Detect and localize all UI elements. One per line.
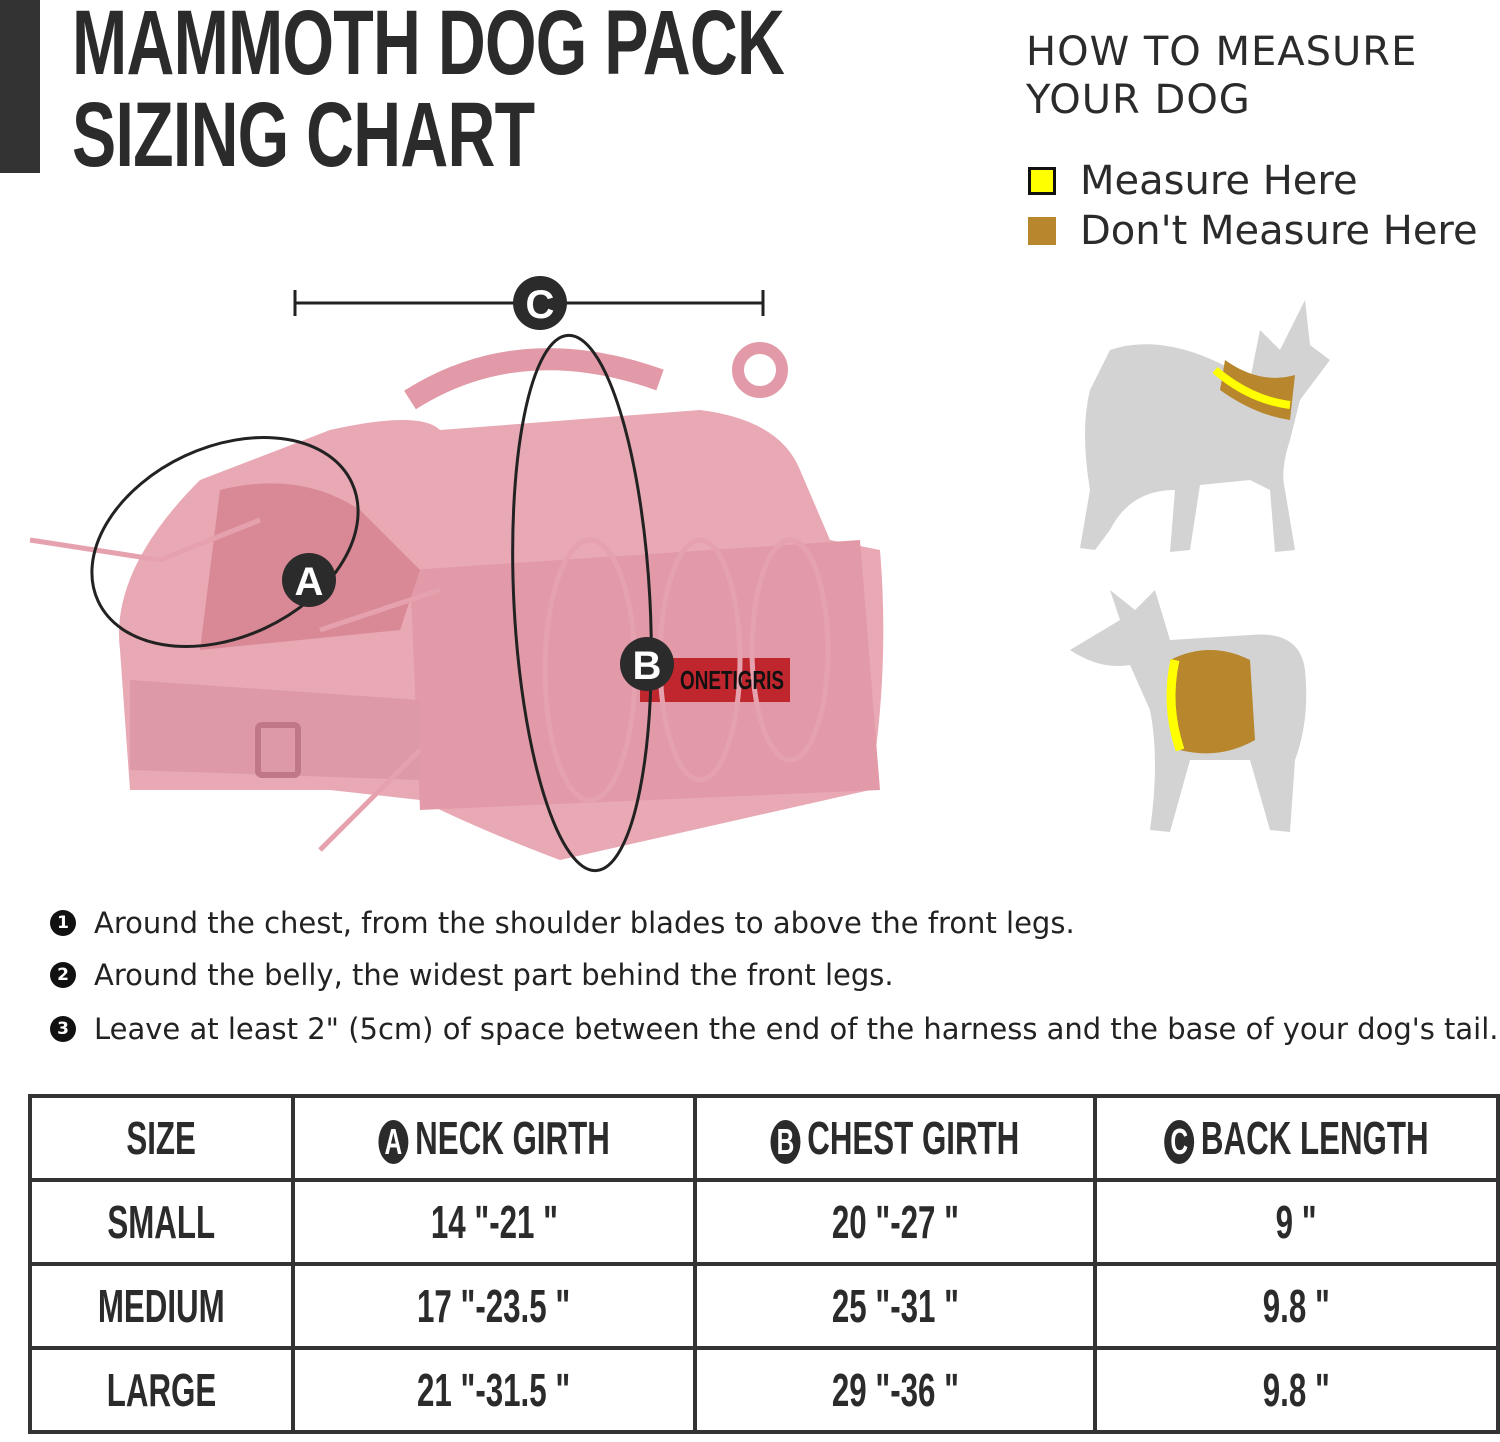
- neck-girth-ellipse: [90, 436, 360, 648]
- dog-pack-diagram: ONETIGRIS C A B: [29, 276, 884, 873]
- cell-back: 9.8 ": [1093, 1346, 1500, 1434]
- number-2-icon: 2: [50, 962, 76, 988]
- page-title-line1: MAMMOTH DOG PACK: [72, 0, 785, 94]
- legend-label: Don't Measure Here: [1080, 208, 1478, 254]
- table-row: MEDIUM 17 "-23.5 " 25 "-31 " 9.8 ": [28, 1262, 1500, 1350]
- legend-label: Measure Here: [1080, 158, 1358, 204]
- dog-neck-measure-illustration: [1080, 300, 1330, 552]
- chest-girth-ellipse: [511, 333, 653, 873]
- number-3-icon: 3: [50, 1016, 76, 1042]
- cell-size: MEDIUM: [28, 1262, 295, 1350]
- note-1: 1 Around the chest, from the shoulder bl…: [50, 906, 1075, 940]
- cell-chest: 25 "-31 ": [693, 1262, 1097, 1350]
- marker-a: A: [282, 553, 336, 607]
- legend-measure-here: Measure Here: [1028, 158, 1358, 204]
- pack-illustration: ONETIGRIS: [29, 342, 884, 860]
- header-chest-girth: B CHEST GIRTH: [693, 1094, 1097, 1182]
- dog-belly-measure-illustration: [1070, 590, 1307, 832]
- yellow-swatch-icon: [1028, 167, 1056, 195]
- how-to-heading-line2: YOUR DOG: [1026, 77, 1251, 123]
- cell-back: 9.8 ": [1093, 1262, 1500, 1350]
- cell-neck: 17 "-23.5 ": [291, 1262, 697, 1350]
- size-table: SIZE A NECK GIRTH B CHEST GIRTH C BACK LENG…: [28, 1094, 1500, 1434]
- svg-text:C: C: [526, 283, 555, 327]
- marker-c: C: [513, 276, 567, 330]
- note-2: 2 Around the belly, the widest part behi…: [50, 958, 894, 992]
- table-row: SMALL 14 "-21 " 20 "-27 " 9 ": [28, 1178, 1500, 1266]
- table-header-row: SIZE A NECK GIRTH B CHEST GIRTH C BACK LENG…: [28, 1094, 1500, 1182]
- badge-c-icon: C: [1164, 1119, 1195, 1164]
- header-neck-girth: A NECK GIRTH: [291, 1094, 697, 1182]
- badge-a-icon: A: [378, 1119, 409, 1164]
- svg-text:A: A: [295, 560, 324, 604]
- note-text: Leave at least 2" (5cm) of space between…: [94, 1012, 1499, 1046]
- cell-size: LARGE: [28, 1346, 295, 1434]
- note-text: Around the chest, from the shoulder blad…: [94, 906, 1075, 940]
- cell-chest: 29 "-36 ": [693, 1346, 1097, 1434]
- header-size: SIZE: [28, 1094, 295, 1182]
- how-to-heading-line1: HOW TO MEASURE: [1026, 29, 1418, 75]
- number-1-icon: 1: [50, 910, 76, 936]
- header-back-length: C BACK LENGTH: [1093, 1094, 1500, 1182]
- cell-size: SMALL: [28, 1178, 295, 1266]
- title-accent-bar: [0, 0, 40, 173]
- dog-illustrations: [1070, 300, 1330, 832]
- cell-neck: 14 "-21 ": [291, 1178, 697, 1266]
- table-row: LARGE 21 "-31.5 " 29 "-36 " 9.8 ": [28, 1346, 1500, 1434]
- legend-dont-measure-here: Don't Measure Here: [1028, 208, 1478, 254]
- cell-back: 9 ": [1093, 1178, 1500, 1266]
- badge-b-icon: B: [770, 1119, 801, 1164]
- svg-text:B: B: [633, 644, 662, 688]
- note-3: 3 Leave at least 2" (5cm) of space betwe…: [50, 1012, 1499, 1046]
- cell-chest: 20 "-27 ": [693, 1178, 1097, 1266]
- brown-swatch-icon: [1028, 217, 1056, 245]
- brand-label: ONETIGRIS: [680, 665, 784, 695]
- note-text: Around the belly, the widest part behind…: [94, 958, 894, 992]
- marker-b: B: [620, 637, 674, 691]
- page-title-line2: SIZING CHART: [72, 84, 535, 186]
- cell-neck: 21 "-31.5 ": [291, 1346, 697, 1434]
